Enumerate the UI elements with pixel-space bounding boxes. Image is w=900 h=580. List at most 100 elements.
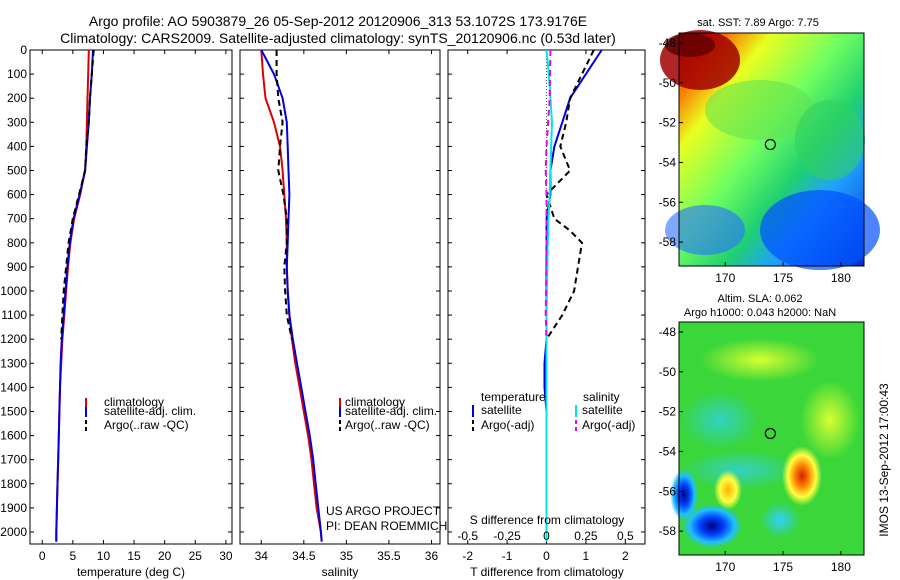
map-y-tick-label: -56 <box>659 195 677 209</box>
x-tick-label: 1 <box>583 549 590 563</box>
x-tick-label: 20 <box>158 549 172 563</box>
series-s-satellite <box>545 49 554 542</box>
x-tick-label: 35.5 <box>377 549 401 563</box>
s-diff-tick-label: 0.5 <box>617 529 634 543</box>
sla-cold-eddy-2 <box>670 469 698 521</box>
t-difference-xlabel: T difference from climatology <box>470 565 624 579</box>
depth-tick-label: 1300 <box>0 356 27 370</box>
sla-map: Altim. SLA: 0.062 Argo h1000: 0.043 h200… <box>659 293 891 574</box>
s-difference-ticks: -0.5 -0.25 0 0.25 0.5 <box>457 529 634 543</box>
salinity-axes-frame <box>239 49 441 545</box>
map-x-tick-label: 175 <box>773 560 793 574</box>
argo-location-marker <box>764 138 776 151</box>
x-tick-label: 0 <box>543 549 550 563</box>
s-diff-tick-label: -0.25 <box>493 529 521 543</box>
depth-tick-label: 2000 <box>0 525 27 539</box>
x-tick-label: -1 <box>502 549 513 563</box>
map-y-tick-label: -54 <box>659 444 677 458</box>
x-tick-label: 35 <box>340 549 354 563</box>
x-tick-label: 34 <box>255 549 269 563</box>
imos-timestamp: IMOS 13-Sep-2012 17:00:43 <box>877 383 891 537</box>
depth-tick-label: 1200 <box>0 332 27 346</box>
legend-salinity-title: salinity <box>583 390 620 404</box>
sst-map-title: sat. SST: 7.89 Argo: 7.75 <box>697 17 819 29</box>
x-tick-label: -2 <box>462 549 473 563</box>
map-y-tick-label: -52 <box>659 116 677 130</box>
series-s-argo-adj- <box>544 49 552 340</box>
depth-tick-label: 1800 <box>0 477 27 491</box>
depth-tick-label: 500 <box>7 163 27 177</box>
sst-x-axis: 170 175 180 <box>715 262 851 285</box>
sla-map-title-2: Argo h1000: 0.043 h2000: NaN <box>684 307 836 319</box>
s-diff-tick-label: 0.25 <box>574 529 598 543</box>
sla-x-axis: 170 175 180 <box>715 551 851 574</box>
depth-tick-label: 900 <box>7 260 27 274</box>
sal-legend-climatology-label: climatology <box>345 395 405 409</box>
x-tick-label: 15 <box>127 549 141 563</box>
sla-yg-2 <box>800 380 860 460</box>
depth-tick-label: 1100 <box>1 308 27 322</box>
salinity-x-axis: 34 34.5 35 35.5 36 <box>255 50 438 563</box>
legend-satellite-label: satellite-adj. clim. <box>104 404 196 418</box>
sla-map-image <box>670 322 864 555</box>
depth-tick-label: 1700 <box>0 453 27 467</box>
salinity-profiles <box>260 49 323 542</box>
sst-map-image <box>660 30 880 270</box>
legend-argo-label: Argo(..raw -QC) <box>104 418 189 432</box>
sal-legend-argo-label: Argo(..raw -QC) <box>345 418 430 432</box>
header-line-1: Argo profile: AO 5903879_26 05-Sep-2012 … <box>89 13 587 29</box>
sst-map-frame <box>678 32 865 267</box>
sst-cold-patch-2 <box>665 205 745 255</box>
salinity-xlabel: salinity <box>322 565 359 579</box>
depth-tick-label: 300 <box>7 115 27 129</box>
argo-location-marker-sla <box>764 427 776 440</box>
sst-cold-patch <box>760 190 880 270</box>
depth-tick-label: 1000 <box>0 284 27 298</box>
map-x-tick-label: 175 <box>773 271 793 285</box>
salinity-panel: 34 34.5 35 35.5 36 climatology satellite-adj… <box>239 49 447 579</box>
depth-tick-label: 800 <box>7 236 27 250</box>
x-tick-label: 30 <box>219 549 233 563</box>
map-x-tick-label: 180 <box>831 560 851 574</box>
temperature-x-axis: 0 5 10 15 20 25 30 <box>39 50 233 563</box>
map-y-tick-label: -48 <box>659 36 677 50</box>
legend-temperature-title: temperature <box>481 390 546 404</box>
map-y-tick-label: -48 <box>659 325 677 339</box>
depth-tick-label: 200 <box>7 91 27 105</box>
sst-warm-peak <box>665 33 715 57</box>
pi-label: PI: DEAN ROEMMICH <box>326 519 447 533</box>
difference-y-ticks <box>448 49 645 533</box>
temperature-profiles <box>55 49 95 542</box>
sst-green-band <box>705 80 815 140</box>
s-difference-label: S difference from climatology <box>470 513 625 527</box>
temperature-axes-frame <box>29 49 233 545</box>
series-t-argo-adj- <box>545 49 595 340</box>
temperature-legend: climatology satellite-adj. clim. Argo(..… <box>85 395 196 432</box>
series-argo-raw-qc- <box>275 50 293 340</box>
sal-legend-satellite-label: satellite-adj. clim. <box>345 404 437 418</box>
map-x-tick-label: 170 <box>715 271 735 285</box>
legend-s-satellite-label: satellite <box>582 403 623 417</box>
map-y-tick-label: -50 <box>659 76 677 90</box>
depth-tick-label: 700 <box>7 212 27 226</box>
sla-warm-eddy-2 <box>714 470 742 510</box>
temperature-xlabel: temperature (deg C) <box>77 565 185 579</box>
legend-t-satellite-label: satellite <box>481 403 522 417</box>
map-y-tick-label: -58 <box>659 524 677 538</box>
sla-map-frame <box>678 321 865 556</box>
depth-tick-label: 400 <box>7 139 27 153</box>
sla-cold-eddy <box>682 504 742 548</box>
sla-cyan-1 <box>680 390 760 450</box>
salinity-legend: climatology satellite-adj. clim. Argo(..… <box>339 395 437 432</box>
difference-legend: temperature salinity satellite Argo(-adj… <box>472 390 635 432</box>
sst-green-east <box>795 100 865 180</box>
series-satellite-adj-clim- <box>260 49 323 542</box>
map-y-tick-label: -56 <box>659 484 677 498</box>
sla-warm-eddy <box>782 446 822 506</box>
depth-tick-label: 1400 <box>0 380 27 394</box>
map-x-tick-label: 170 <box>715 560 735 574</box>
x-tick-label: 25 <box>189 549 203 563</box>
map-y-tick-label: -50 <box>659 365 677 379</box>
s-diff-tick-label: 0 <box>543 529 550 543</box>
